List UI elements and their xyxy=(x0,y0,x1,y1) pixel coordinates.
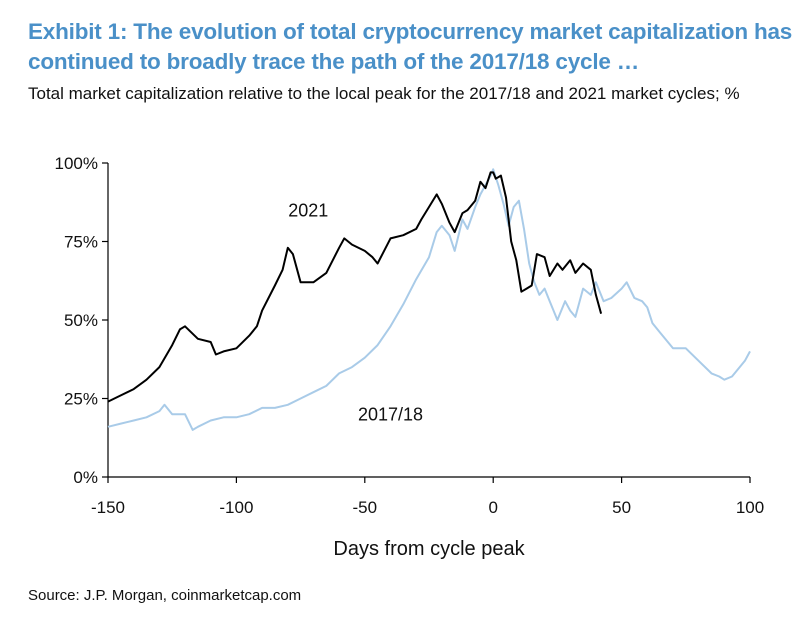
exhibit-title: Exhibit 1: The evolution of total crypto… xyxy=(28,19,793,74)
x-tick-label: -100 xyxy=(219,498,253,517)
y-tick-label: 0% xyxy=(73,468,98,487)
y-tick-label: 50% xyxy=(64,311,98,330)
line-chart: 0% 25% 50% 75% 100% -150 -100 -50 0 50 100 Days fro… xyxy=(55,154,765,560)
x-axis-label: Days from cycle peak xyxy=(333,538,525,560)
x-tick-label: 0 xyxy=(488,498,497,517)
series-line-2021 xyxy=(107,171,603,403)
chart-subtitle: Total market capitalization relative to … xyxy=(28,84,740,103)
x-tick-label: -50 xyxy=(353,498,378,517)
y-tick-label: 100% xyxy=(55,154,98,173)
y-tick-label: 25% xyxy=(64,390,98,409)
series-annotation: 2017/18 xyxy=(358,404,423,424)
series-annotation: 2021 xyxy=(288,200,328,220)
x-tick-label: 50 xyxy=(612,498,631,517)
x-tick-label: 100 xyxy=(736,498,764,517)
x-tick-label: -150 xyxy=(91,498,125,517)
source-note: Source: J.P. Morgan, coinmarketcap.com xyxy=(28,587,302,604)
y-tick-label: 75% xyxy=(64,233,98,252)
